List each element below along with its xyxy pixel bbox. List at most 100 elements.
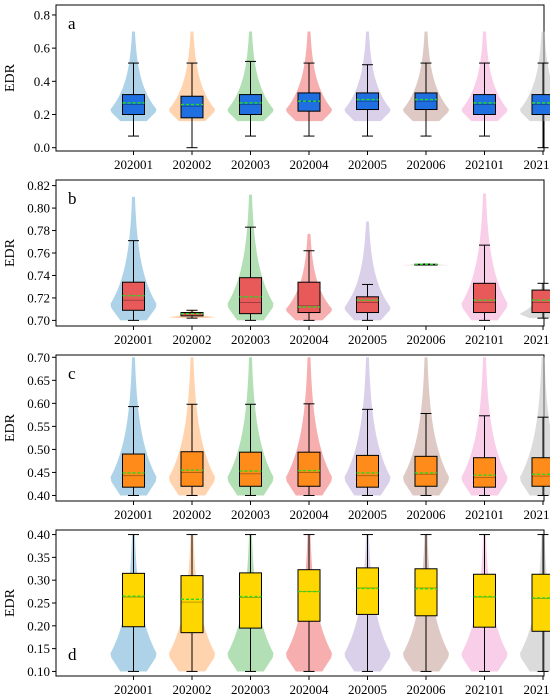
x-tick-label: 202002 — [173, 332, 212, 347]
y-tick-label: 0.70 — [27, 313, 50, 328]
y-tick-label: 0.40 — [27, 527, 50, 542]
y-tick-label: 0.72 — [27, 290, 50, 305]
x-tick-label: 202102 — [524, 507, 550, 522]
x-tick-label: 202102 — [524, 157, 550, 172]
x-tick-label: 202004 — [290, 157, 330, 172]
box-iqr — [356, 296, 379, 314]
box-iqr — [297, 92, 321, 112]
x-tick-label: 202003 — [231, 157, 270, 172]
box-iqr — [122, 572, 145, 628]
y-axis-label: EDR — [3, 588, 18, 617]
y-axis-label: EDR — [3, 238, 18, 267]
y-tick-label: 0.76 — [27, 246, 50, 261]
x-tick-label: 202003 — [231, 507, 270, 522]
y-tick-label: 0.15 — [27, 641, 50, 656]
box-iqr — [239, 277, 262, 315]
box-iqr — [356, 567, 379, 615]
x-tick-label: 202006 — [407, 682, 447, 697]
y-tick-label: 0.74 — [27, 268, 50, 283]
x-tick-label: 202001 — [114, 682, 153, 697]
box-iqr — [122, 453, 145, 488]
panel-label: b — [68, 189, 77, 208]
x-tick-label: 202001 — [114, 507, 153, 522]
chart-panel-b: 0.70 0.72 0.74 0.76 0.78 0.80 0.82 EDR b 202001 20… — [3, 178, 550, 347]
x-tick-label: 202003 — [231, 332, 270, 347]
box-iqr — [239, 451, 262, 487]
y-tick-label: 0.25 — [27, 596, 50, 611]
x-tick-label: 202003 — [231, 682, 270, 697]
box-iqr — [473, 457, 496, 488]
x-tick-label: 202101 — [465, 682, 504, 697]
y-tick-label: 0.4 — [34, 74, 51, 89]
x-tick-label: 202102 — [524, 332, 550, 347]
box-iqr — [414, 455, 438, 487]
y-tick-label: 0.10 — [27, 664, 50, 679]
x-tick-label: 202004 — [290, 332, 330, 347]
box-iqr — [356, 454, 379, 488]
box-iqr — [473, 573, 496, 628]
box-iqr — [180, 95, 204, 119]
box-iqr — [473, 282, 496, 314]
y-tick-label: 0.35 — [27, 550, 50, 565]
x-tick-label: 202001 — [114, 332, 153, 347]
x-tick-label: 202005 — [348, 507, 387, 522]
box-iqr — [531, 457, 550, 487]
y-tick-label: 0.2 — [34, 107, 50, 122]
box-iqr — [414, 568, 438, 617]
x-tick-label: 202002 — [173, 682, 212, 697]
x-tick-label: 202101 — [465, 157, 504, 172]
violin-shape — [344, 221, 391, 321]
box-iqr — [239, 94, 262, 116]
x-tick-label: 202002 — [173, 507, 212, 522]
y-tick-label: 0.0 — [34, 140, 50, 155]
x-tick-label: 202006 — [407, 157, 447, 172]
box-iqr — [180, 451, 204, 487]
x-tick-label: 202002 — [173, 157, 212, 172]
box-iqr — [531, 289, 550, 314]
box-iqr — [531, 573, 550, 632]
x-tick-label: 202004 — [290, 507, 330, 522]
y-axis-label: EDR — [3, 413, 18, 442]
y-tick-label: 0.55 — [27, 419, 50, 434]
y-tick-label: 0.70 — [27, 350, 50, 365]
y-axis-label: EDR — [3, 63, 18, 92]
x-tick-label: 202005 — [348, 332, 387, 347]
y-tick-label: 0.80 — [27, 201, 50, 216]
x-tick-label: 202006 — [407, 507, 447, 522]
box-iqr — [122, 94, 145, 116]
box-iqr — [180, 575, 204, 634]
y-tick-label: 0.45 — [27, 465, 50, 480]
chart-panel-d: 0.10 0.15 0.20 0.25 0.30 0.35 0.40 EDR d 202001 20… — [3, 527, 550, 697]
box-iqr — [239, 572, 262, 629]
x-tick-label: 202001 — [114, 157, 153, 172]
y-tick-label: 0.8 — [34, 7, 50, 22]
box-iqr — [356, 92, 379, 111]
chart-panel-a: 0.0 0.2 0.4 0.6 0.8 EDR a 202001 202002 202003 202… — [3, 4, 550, 172]
y-tick-label: 0.30 — [27, 573, 50, 588]
box-iqr — [473, 94, 496, 116]
x-tick-label: 202004 — [290, 682, 330, 697]
x-tick-label: 202005 — [348, 157, 387, 172]
y-tick-label: 0.65 — [27, 373, 50, 388]
chart-panel-c: 0.40 0.45 0.50 0.55 0.60 0.65 0.70 EDR c 202001 20… — [3, 350, 550, 522]
x-tick-label: 202101 — [465, 332, 504, 347]
y-tick-label: 0.50 — [27, 442, 50, 457]
panel-label: c — [68, 364, 76, 383]
panel-label: a — [68, 14, 76, 33]
x-tick-label: 202006 — [407, 332, 447, 347]
box-iqr — [297, 451, 321, 487]
box-iqr — [297, 569, 321, 622]
y-tick-label: 0.78 — [27, 223, 50, 238]
y-tick-label: 0.20 — [27, 618, 50, 633]
x-tick-label: 202005 — [348, 682, 387, 697]
y-tick-label: 0.60 — [27, 396, 50, 411]
x-tick-label: 202102 — [524, 682, 550, 697]
box-iqr — [531, 94, 550, 116]
y-tick-label: 0.82 — [27, 178, 50, 193]
panel-label: d — [68, 645, 77, 664]
y-tick-label: 0.6 — [34, 41, 51, 56]
box-iqr — [414, 92, 438, 111]
x-tick-label: 202101 — [465, 507, 504, 522]
